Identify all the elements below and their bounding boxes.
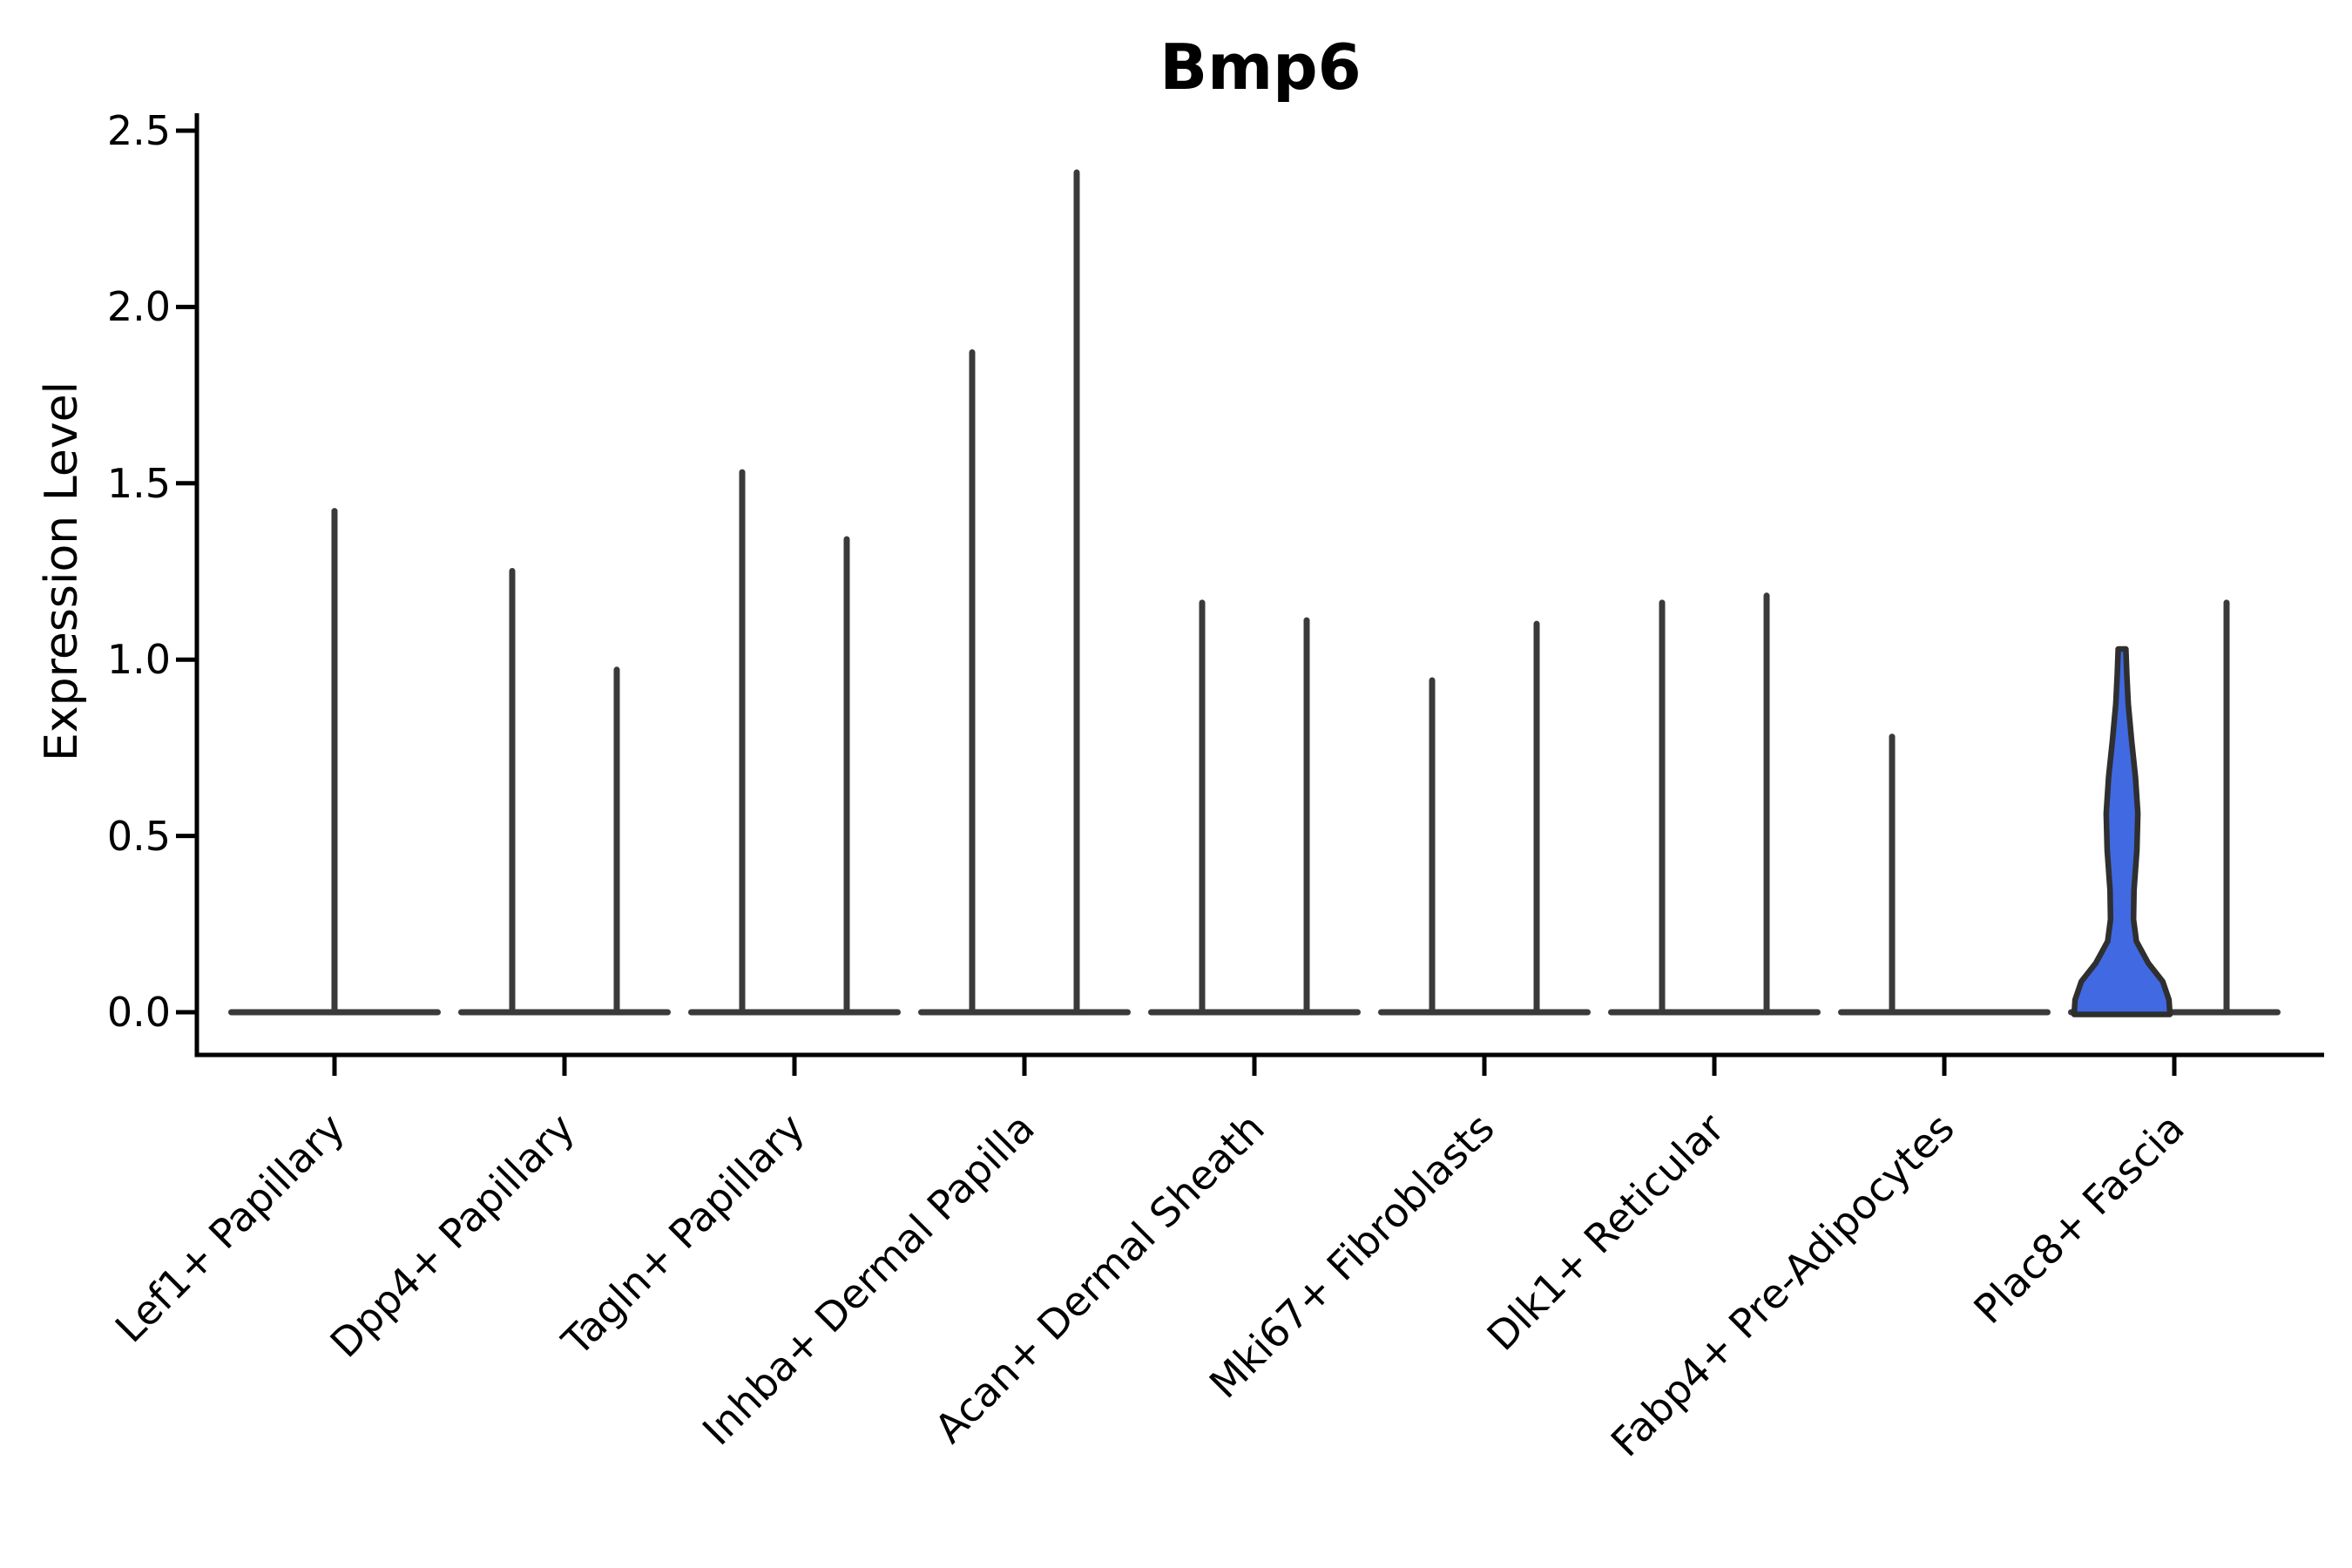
violin-spike-1-0: [509, 567, 516, 1016]
y-axis-label: Expression Level: [36, 382, 88, 761]
x-tick-label-6: Dlk1+ Reticular: [1478, 1105, 1734, 1360]
y-tick-label-2: 1.0: [107, 636, 171, 683]
y-tick-label-4: 2.0: [107, 283, 171, 330]
violin-spike-5-0: [1429, 677, 1436, 1016]
violin-spike-8-1: [2223, 599, 2230, 1016]
violin-base-band-4: [1148, 1009, 1361, 1016]
violin-base-band-2: [688, 1009, 901, 1016]
violin-spike-6-0: [1659, 599, 1666, 1016]
violin-spike-0-0: [331, 508, 338, 1016]
y-tick-label-5: 2.5: [107, 107, 171, 154]
y-tick-label-3: 1.5: [107, 460, 171, 507]
x-tick-label-8: Plac8+ Fascia: [1964, 1105, 2193, 1333]
violin-spike-2-0: [739, 469, 746, 1016]
x-tick-label-1: Dpp4+ Papillary: [321, 1105, 584, 1367]
violin-spike-6-1: [1763, 592, 1770, 1016]
plot-geometry: [176, 113, 2324, 1076]
chart-title: Bmp6: [1159, 30, 1362, 104]
y-tick-label-0: 0.0: [107, 989, 171, 1036]
y-tick-labels: 0.0 0.5 1.0 1.5 2.0 2.5: [107, 107, 171, 1036]
violin-base-band-6: [1608, 1009, 1821, 1016]
violin-base-band-3: [918, 1009, 1131, 1016]
violin-base-band-5: [1378, 1009, 1591, 1016]
x-tick-label-0: Lef1+ Papillary: [106, 1105, 354, 1352]
violin-spike-1-1: [613, 666, 620, 1016]
violin-spike-4-0: [1199, 599, 1206, 1016]
violin-base-band-1: [458, 1009, 671, 1016]
violin-spike-4-1: [1303, 617, 1310, 1016]
violin-spike-5-1: [1533, 620, 1540, 1016]
violin-spike-3-1: [1073, 169, 1080, 1016]
filled-violin-8: [2071, 645, 2173, 1017]
violin-spike-2-1: [843, 536, 850, 1016]
y-tick-label-1: 0.5: [107, 813, 171, 860]
violin-spike-3-0: [969, 348, 976, 1016]
x-tick-label-2: Tagln+ Papillary: [552, 1105, 814, 1366]
violin-base-band-7: [1838, 1009, 2051, 1016]
x-tick-labels: Lef1+ Papillary Dpp4+ Papillary Tagln+ P…: [106, 1105, 2193, 1466]
violin-spike-7-0: [1889, 733, 1896, 1016]
